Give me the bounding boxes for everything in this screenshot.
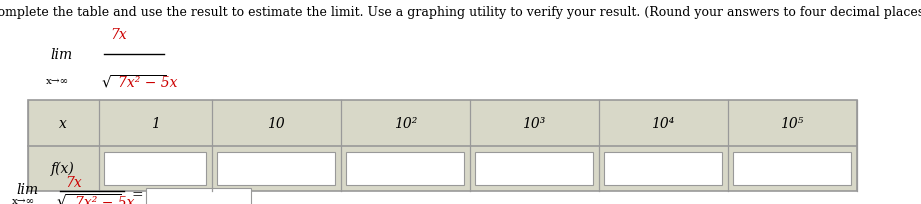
- Text: $\sqrt{\ \ \ \ \ \ \ \ \ \ }$: $\sqrt{\ \ \ \ \ \ \ \ \ \ }$: [56, 192, 122, 204]
- Text: 10⁵: 10⁵: [780, 116, 804, 130]
- Text: lim: lim: [51, 48, 73, 62]
- Text: x: x: [59, 116, 67, 130]
- Text: =: =: [132, 187, 144, 201]
- FancyBboxPatch shape: [604, 152, 722, 185]
- FancyBboxPatch shape: [733, 152, 851, 185]
- Text: 10²: 10²: [393, 116, 417, 130]
- FancyBboxPatch shape: [346, 152, 464, 185]
- FancyBboxPatch shape: [28, 101, 857, 146]
- Text: 7x² − 5x: 7x² − 5x: [118, 76, 178, 90]
- FancyBboxPatch shape: [475, 152, 593, 185]
- Text: 7x: 7x: [65, 175, 82, 189]
- Text: 7x: 7x: [111, 28, 127, 42]
- Text: 10⁴: 10⁴: [651, 116, 675, 130]
- Text: 7x² − 5x: 7x² − 5x: [75, 195, 134, 204]
- FancyBboxPatch shape: [146, 188, 251, 204]
- FancyBboxPatch shape: [217, 152, 335, 185]
- Text: x→∞: x→∞: [46, 77, 69, 86]
- Text: x→∞: x→∞: [12, 196, 35, 204]
- FancyBboxPatch shape: [104, 152, 206, 185]
- Text: lim: lim: [17, 182, 39, 196]
- Text: 10³: 10³: [522, 116, 546, 130]
- Text: $\sqrt{\ \ \ \ \ \ \ \ \ \ }$: $\sqrt{\ \ \ \ \ \ \ \ \ \ }$: [101, 73, 167, 90]
- FancyBboxPatch shape: [28, 146, 857, 191]
- Text: Complete the table and use the result to estimate the limit. Use a graphing util: Complete the table and use the result to…: [0, 6, 921, 19]
- Text: f(x): f(x): [52, 161, 75, 175]
- Text: 10: 10: [267, 116, 286, 130]
- Text: 1: 1: [151, 116, 159, 130]
